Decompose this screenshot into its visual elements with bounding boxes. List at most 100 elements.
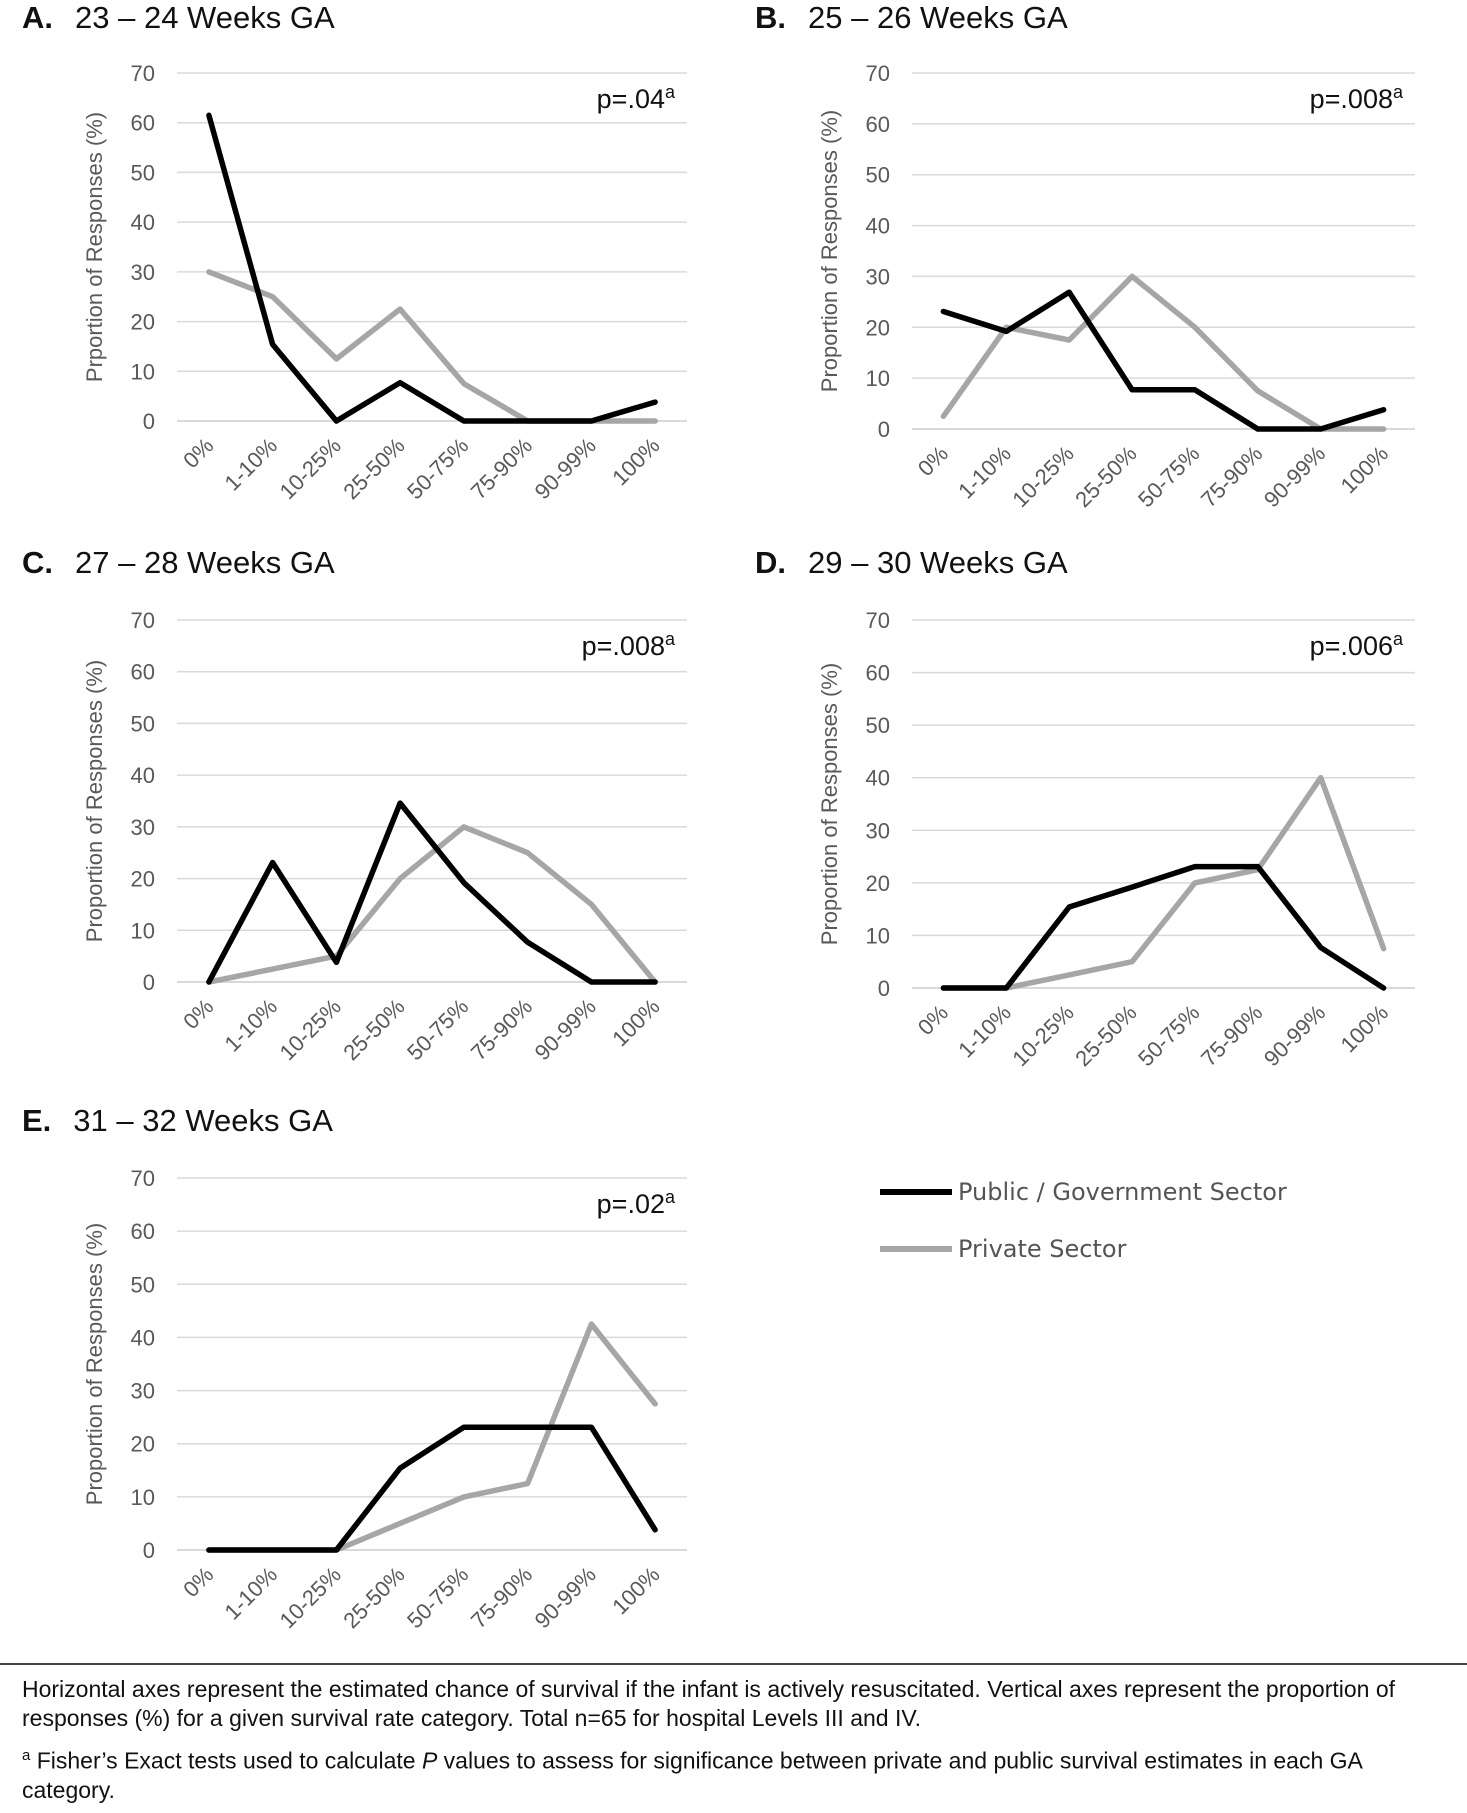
legend-item-public: Public / Government Sector xyxy=(880,1163,1300,1220)
panel-title-text: 27 – 28 Weeks GA xyxy=(75,545,335,580)
legend-swatch-public xyxy=(880,1189,952,1195)
p-value-text: p=.02 xyxy=(597,1189,665,1219)
y-tick-label: 30 xyxy=(131,1379,155,1404)
y-tick-label: 0 xyxy=(143,1538,155,1563)
panel-letter: C. xyxy=(22,545,53,580)
y-tick-label: 10 xyxy=(131,918,155,943)
x-tick-label: 75-90% xyxy=(466,994,537,1065)
y-tick-label: 70 xyxy=(131,608,155,633)
y-tick-label: 10 xyxy=(131,359,155,384)
y-tick-label: 10 xyxy=(131,1485,155,1510)
p-value-superscript: a xyxy=(665,82,676,102)
y-tick-label: 10 xyxy=(866,923,890,948)
x-tick-label: 25-50% xyxy=(338,1562,409,1633)
x-tick-label: 10-25% xyxy=(1007,1000,1078,1071)
series-line-public xyxy=(209,1427,655,1550)
x-tick-label: 90-99% xyxy=(530,994,601,1065)
footnote-text-before: Fisher’s Exact tests used to calculate xyxy=(30,1748,422,1774)
y-axis-title: Proportion of Responses (%) xyxy=(82,660,107,942)
x-tick-label: 0% xyxy=(178,433,218,473)
panel-letter: E. xyxy=(22,1103,51,1138)
x-tick-label: 25-50% xyxy=(1070,1000,1141,1071)
y-tick-label: 70 xyxy=(866,608,890,633)
p-value-superscript: a xyxy=(665,1187,676,1207)
y-tick-label: 20 xyxy=(131,310,155,335)
p-value-superscript: a xyxy=(1393,629,1404,649)
y-axis-title: Prportion of Responses (%) xyxy=(82,112,107,382)
panel-title: B.25 – 26 Weeks GA xyxy=(755,0,1068,36)
x-tick-label: 90-99% xyxy=(1259,1000,1330,1071)
y-axis-title: Proportion of Responses (%) xyxy=(82,1223,107,1505)
y-tick-label: 60 xyxy=(131,1219,155,1244)
p-value-superscript: a xyxy=(1393,82,1404,102)
panel-title: E.31 – 32 Weeks GA xyxy=(22,1103,333,1139)
x-tick-label: 50-75% xyxy=(402,433,473,504)
y-tick-label: 50 xyxy=(131,711,155,736)
y-tick-label: 0 xyxy=(878,976,890,1001)
series-line-public xyxy=(943,292,1383,429)
p-value-text: p=.006 xyxy=(1310,631,1393,661)
p-value-annotation: p=.04a xyxy=(597,82,676,114)
p-value-annotation: p=.02a xyxy=(597,1187,676,1219)
chart-legend: Public / Government Sector Private Secto… xyxy=(880,1163,1300,1277)
panel-title: C. 27 – 28 Weeks GA xyxy=(22,545,335,581)
y-tick-label: 40 xyxy=(866,766,890,791)
x-tick-label: 90-99% xyxy=(1259,441,1330,512)
y-axis-title: Proportion of Responses (%) xyxy=(817,663,842,945)
y-tick-label: 40 xyxy=(131,1325,155,1350)
x-tick-label: 1-10% xyxy=(220,1562,283,1625)
y-tick-label: 50 xyxy=(131,1272,155,1297)
y-tick-label: 20 xyxy=(131,867,155,892)
x-tick-label: 100% xyxy=(607,994,664,1051)
y-tick-label: 0 xyxy=(143,409,155,434)
p-value-text: p=.008 xyxy=(1310,84,1393,114)
x-tick-label: 10-25% xyxy=(275,994,346,1065)
x-tick-label: 100% xyxy=(607,1562,664,1619)
p-value-superscript: a xyxy=(665,629,676,649)
y-tick-label: 60 xyxy=(131,111,155,136)
x-tick-label: 10-25% xyxy=(1007,441,1078,512)
x-tick-label: 75-90% xyxy=(1196,441,1267,512)
y-tick-label: 50 xyxy=(866,713,890,738)
x-tick-label: 0% xyxy=(178,994,218,1034)
y-tick-label: 0 xyxy=(878,417,890,442)
y-tick-label: 40 xyxy=(131,210,155,235)
series-line-public xyxy=(209,115,655,421)
p-value-annotation: p=.008a xyxy=(582,629,676,661)
footnote-fisher-note: a Fisher’s Exact tests used to calculate… xyxy=(22,1741,1445,1805)
panel-letter: D. xyxy=(755,545,786,580)
legend-label-public: Public / Government Sector xyxy=(958,1178,1287,1206)
series-line-public xyxy=(209,803,655,982)
y-tick-label: 30 xyxy=(866,264,890,289)
y-tick-label: 60 xyxy=(866,112,890,137)
series-line-private xyxy=(209,1324,655,1550)
series-line-private xyxy=(209,827,655,982)
panel-title-text: 23 – 24 Weeks GA xyxy=(75,0,335,35)
panel-title-text: 25 – 26 Weeks GA xyxy=(808,0,1068,35)
y-tick-label: 70 xyxy=(866,61,890,86)
x-tick-label: 1-10% xyxy=(220,994,283,1057)
footnote-axes-description: Horizontal axes represent the estimated … xyxy=(22,1675,1445,1733)
y-axis-title: Proportion of Responses (%) xyxy=(817,110,842,392)
panel-title: D.29 – 30 Weeks GA xyxy=(755,545,1068,581)
x-tick-label: 0% xyxy=(913,441,953,481)
legend-label-private: Private Sector xyxy=(958,1235,1126,1263)
x-tick-label: 90-99% xyxy=(530,433,601,504)
p-value-annotation: p=.006a xyxy=(1310,629,1404,661)
y-tick-label: 20 xyxy=(866,315,890,340)
p-value-text: p=.04 xyxy=(597,84,665,114)
x-tick-label: 75-90% xyxy=(466,433,537,504)
y-tick-label: 60 xyxy=(866,661,890,686)
x-tick-label: 75-90% xyxy=(466,1562,537,1633)
figure-footnote: Horizontal axes represent the estimated … xyxy=(0,1663,1467,1813)
x-tick-label: 100% xyxy=(607,433,664,490)
x-tick-label: 100% xyxy=(1336,1000,1393,1057)
x-tick-label: 75-90% xyxy=(1196,1000,1267,1071)
